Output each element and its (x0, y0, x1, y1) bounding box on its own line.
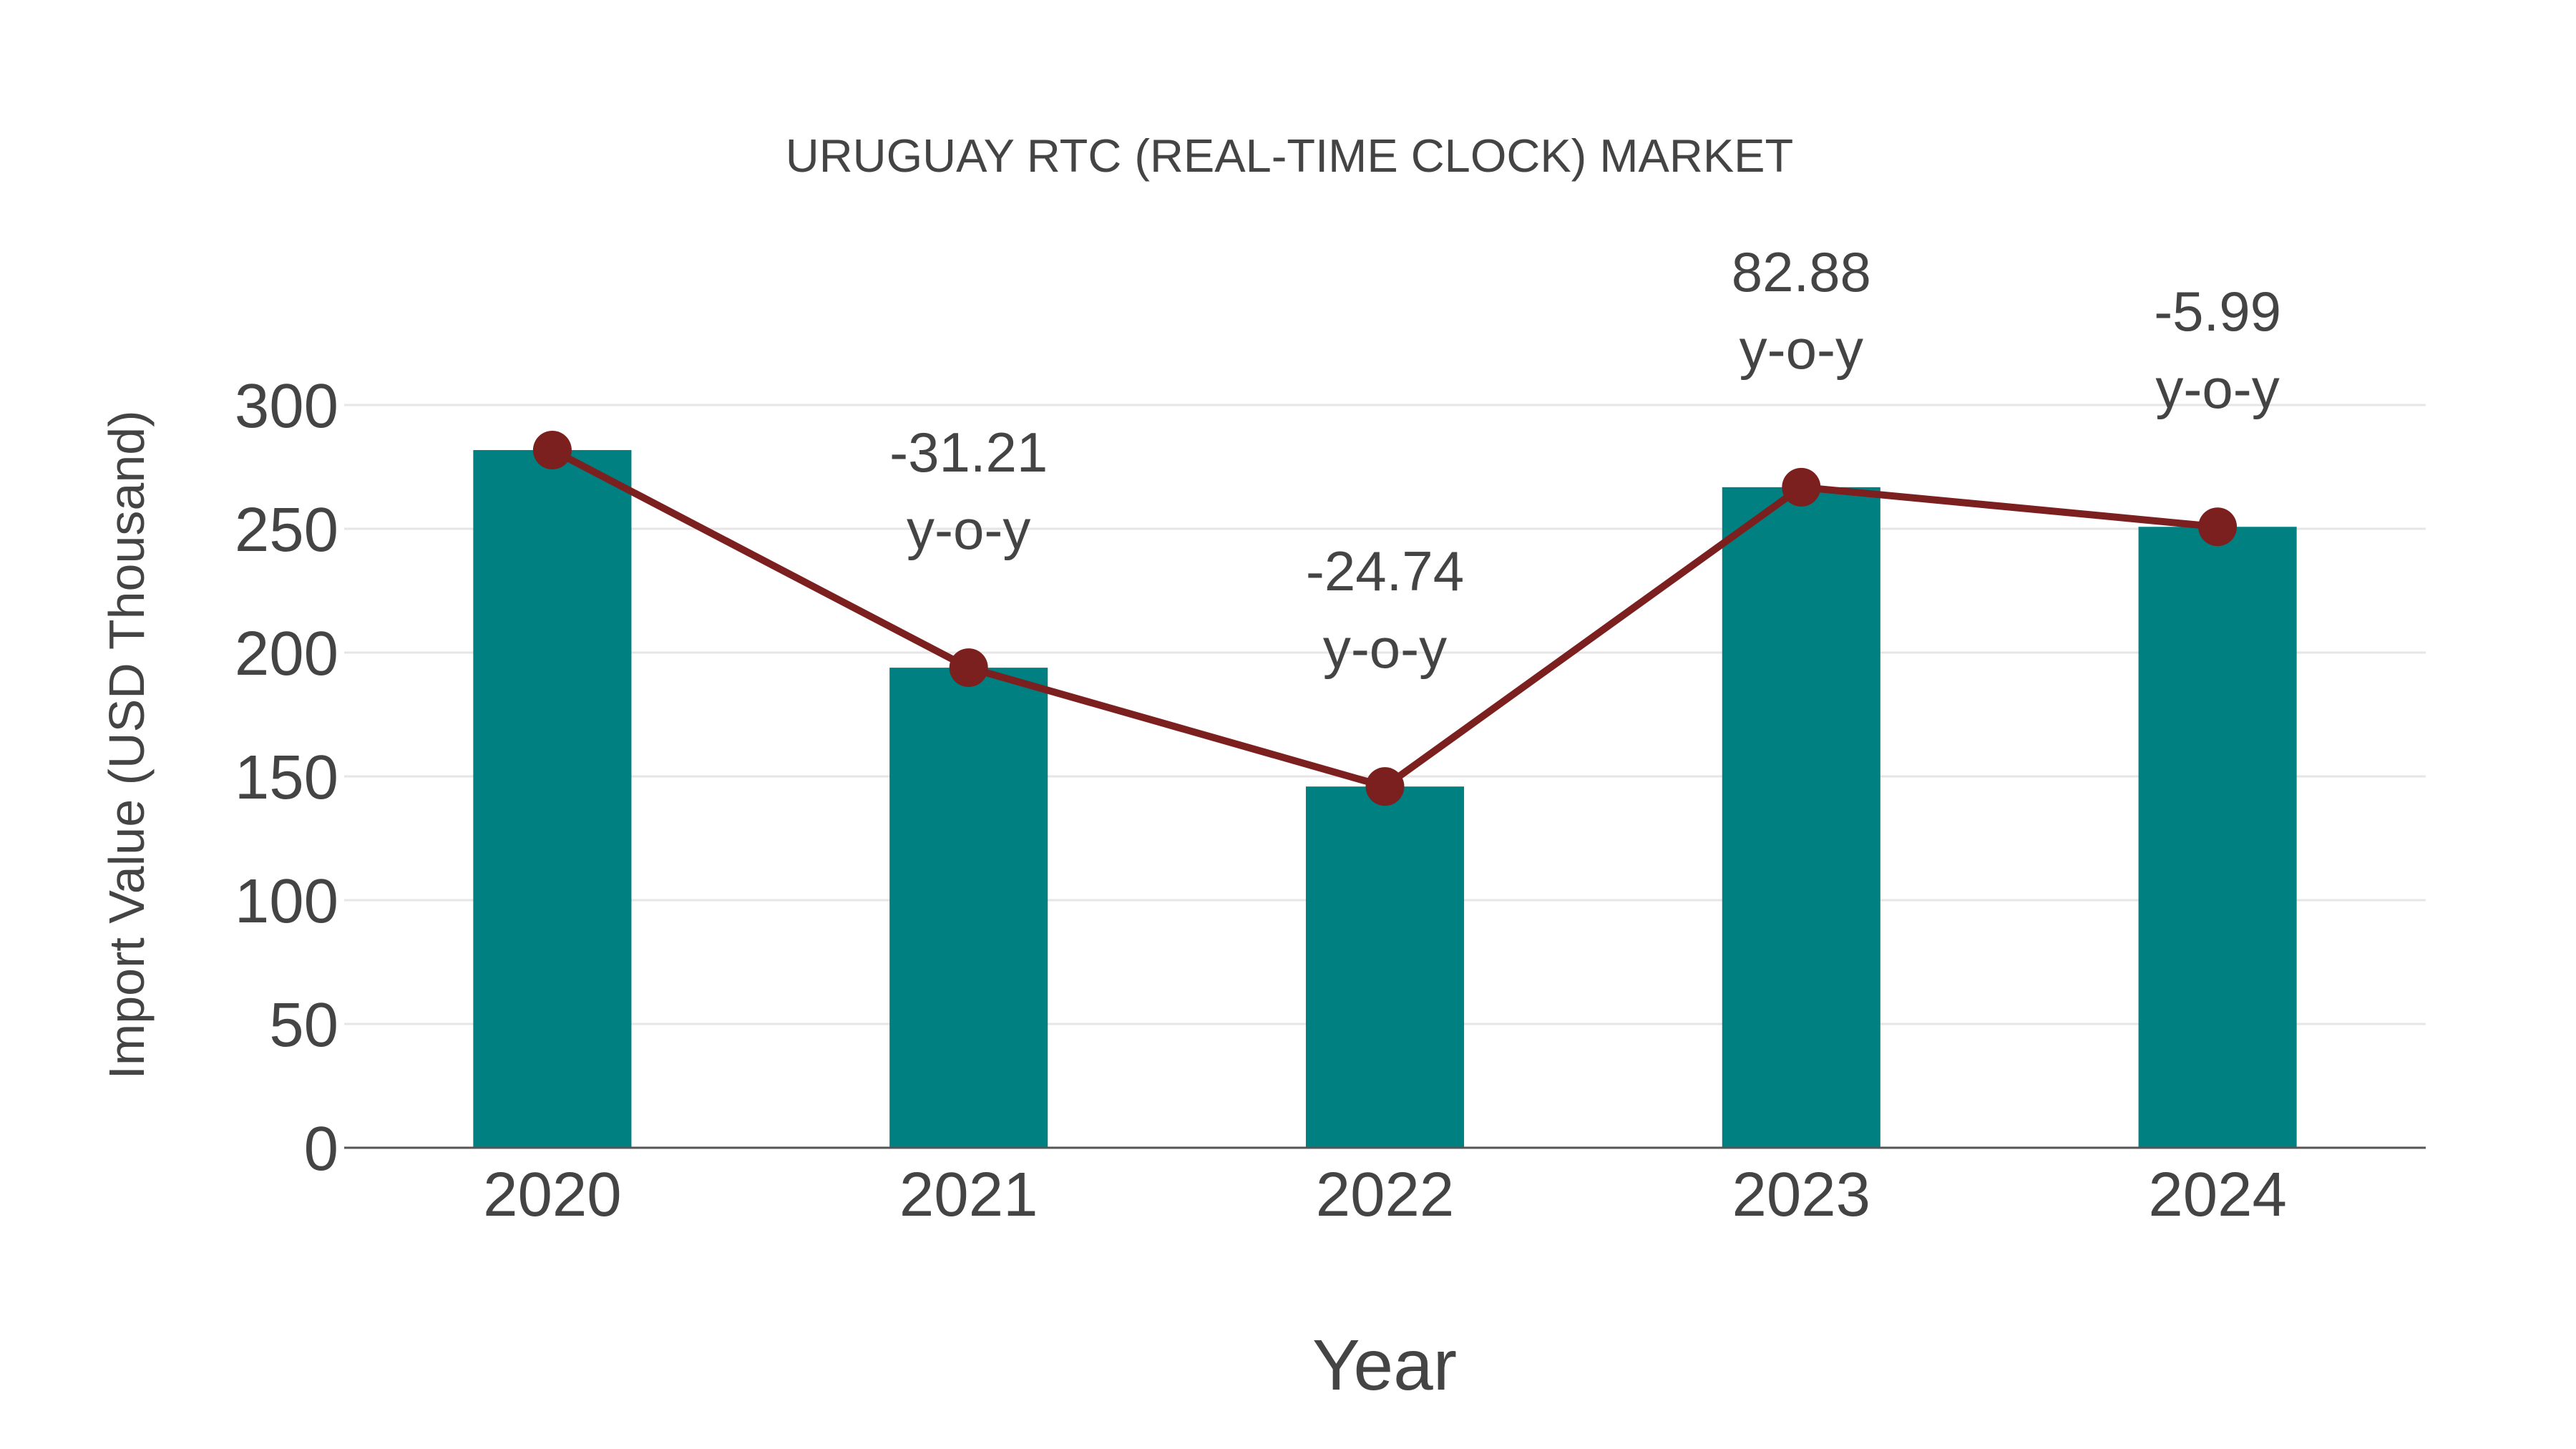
yoy-annotations: -31.21 y-o-y -24.74 y-o-y 82.88 y-o-y -5.99 y-o… (889, 240, 2281, 680)
bar-2024 (2138, 527, 2297, 1148)
y-tick-label: 150 (235, 743, 338, 812)
yoy-annotation-2021: -31.21 y-o-y (889, 421, 1048, 561)
y-tick-label: 200 (235, 619, 338, 688)
x-axis-ticks: 2020 2021 2022 2023 2024 (483, 1160, 2287, 1229)
bars (473, 449, 2297, 1148)
chart-title: URUGUAY RTC (REAL-TIME CLOCK) MARKET (786, 130, 1793, 182)
trend-marker (1365, 767, 1405, 806)
bar-2020 (473, 449, 632, 1148)
yoy-value: -5.99 (2154, 280, 2281, 343)
trend-marker (1782, 467, 1821, 507)
x-tick-label: 2023 (1732, 1160, 1871, 1229)
y-axis-title: Import Value (USD Thousand) (99, 410, 155, 1079)
y-tick-label: 50 (269, 990, 338, 1060)
y-tick-label: 100 (235, 867, 338, 936)
bar-2023 (1722, 487, 1880, 1148)
x-tick-label: 2022 (1316, 1160, 1455, 1229)
y-axis-ticks: 0 50 100 150 200 250 300 (235, 371, 338, 1184)
y-tick-label: 300 (235, 371, 338, 441)
yoy-value: 82.88 (1732, 240, 1871, 303)
yoy-annotation-2023: 82.88 y-o-y (1732, 240, 1871, 381)
trend-marker (532, 430, 572, 469)
yoy-value: -24.74 (1306, 540, 1464, 602)
y-tick-label: 250 (235, 495, 338, 565)
trend-marker (949, 648, 988, 688)
yoy-suffix: y-o-y (2155, 357, 2279, 420)
yoy-suffix: y-o-y (1740, 318, 1863, 381)
bar-2022 (1305, 786, 1465, 1148)
x-tick-label: 2021 (899, 1160, 1038, 1229)
trend-marker (2198, 507, 2238, 547)
y-tick-label: 0 (304, 1114, 338, 1184)
x-axis-title: Year (1312, 1325, 1457, 1405)
x-tick-label: 2020 (483, 1160, 622, 1229)
yoy-annotation-2024: -5.99 y-o-y (2154, 280, 2281, 420)
x-tick-label: 2024 (2148, 1160, 2287, 1229)
yoy-suffix: y-o-y (907, 498, 1030, 561)
yoy-value: -31.21 (889, 421, 1048, 484)
bar-2021 (889, 668, 1048, 1148)
yoy-suffix: y-o-y (1323, 617, 1447, 680)
trend-line (532, 430, 2238, 806)
yoy-annotation-2022: -24.74 y-o-y (1306, 540, 1464, 680)
